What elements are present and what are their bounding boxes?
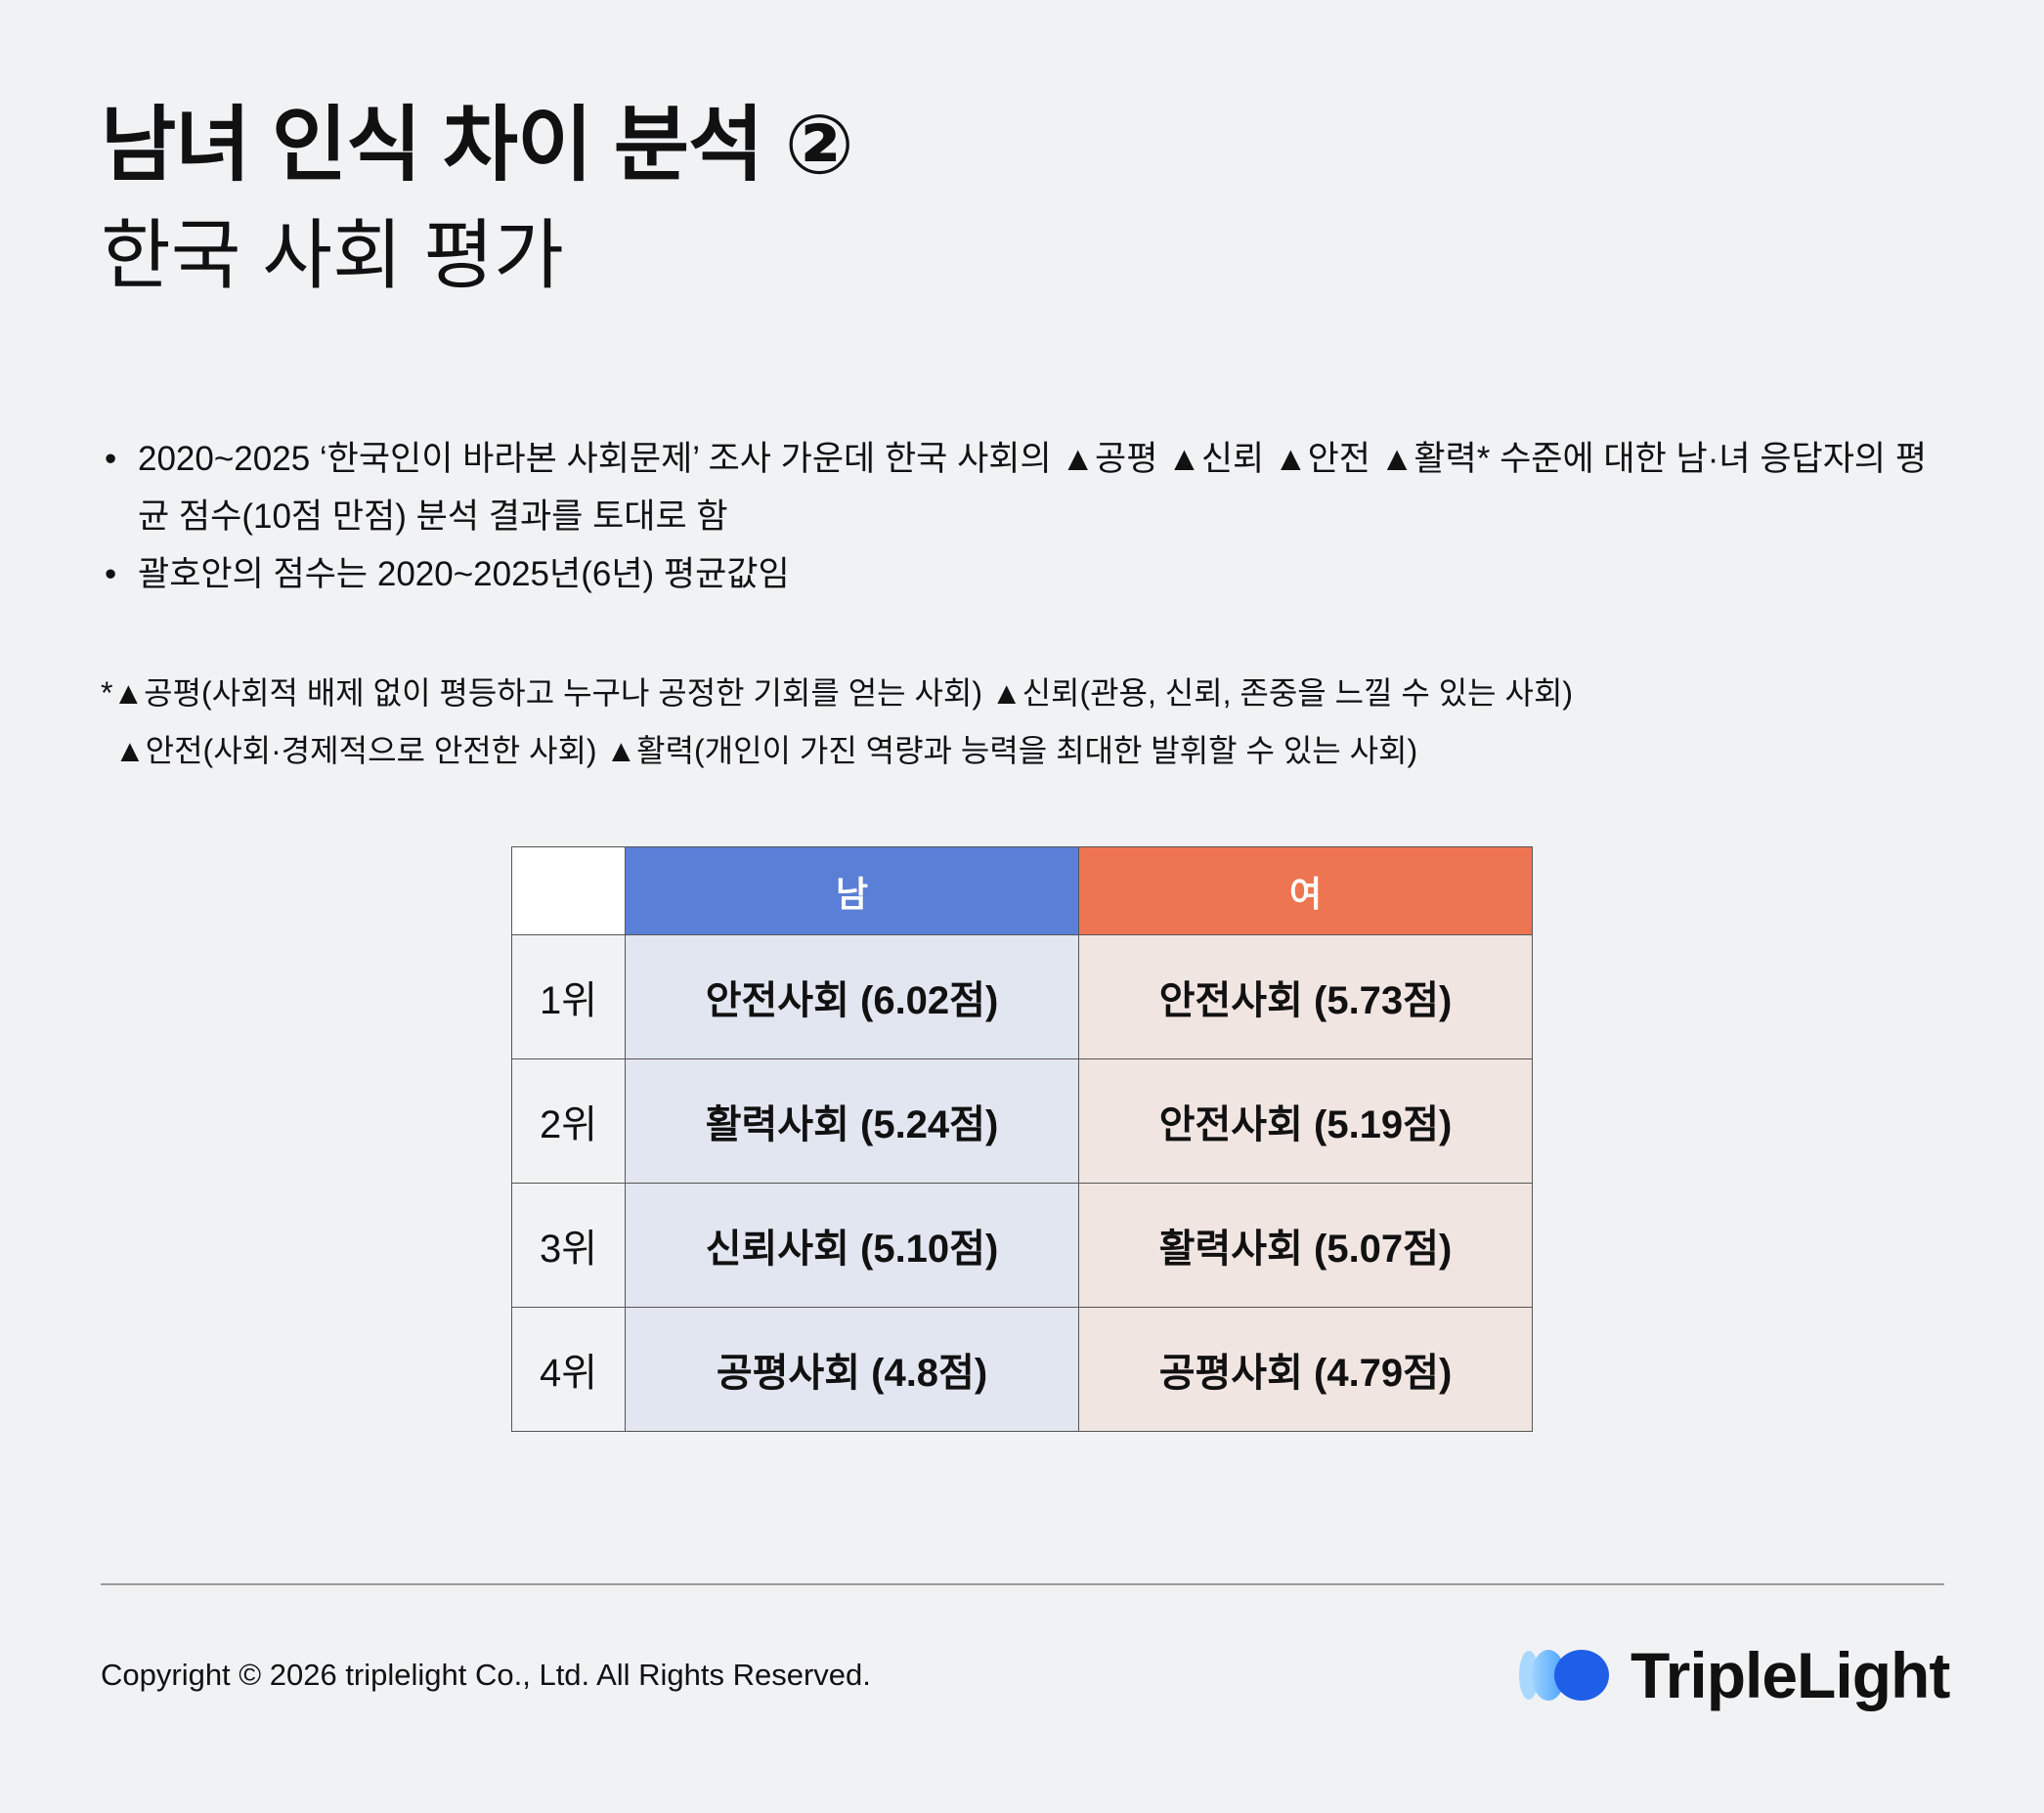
rank-cell: 3위	[511, 1183, 626, 1308]
footnote: *▲공평(사회적 배제 없이 평등하고 누구나 공정한 기회를 얻는 사회) ▲…	[101, 665, 1958, 780]
copyright-text: Copyright © 2026 triplelight Co., Ltd. A…	[101, 1658, 871, 1692]
male-cell: 신뢰사회 (5.10점)	[625, 1183, 1079, 1308]
brand-logo: TripleLight	[1515, 1638, 1950, 1712]
bullet-list: • 2020~2025 ‘한국인이 바라본 사회문제’ 조사 가운데 한국 사회…	[101, 430, 1958, 603]
rank-cell: 4위	[511, 1307, 626, 1432]
female-header: 여	[1078, 846, 1533, 935]
female-cell: 공평사회 (4.79점)	[1078, 1307, 1533, 1432]
bullet-dot: •	[105, 440, 117, 478]
triplelight-logo-icon	[1519, 1650, 1609, 1701]
female-cell: 안전사회 (5.19점)	[1078, 1058, 1533, 1184]
ranking-table: 남 여 1위 안전사회 (6.02점) 안전사회 (5.73점) 2위 활력사회…	[511, 846, 1533, 1432]
male-cell: 안전사회 (6.02점)	[625, 934, 1079, 1059]
table-row: 3위 신뢰사회 (5.10점) 활력사회 (5.07점)	[511, 1183, 1533, 1308]
table-row: 1위 안전사회 (6.02점) 안전사회 (5.73점)	[511, 934, 1533, 1059]
bullet-item: • 괄호안의 점수는 2020~2025년(6년) 평균값임	[101, 545, 1958, 603]
page-subtitle: 한국 사회 평가	[101, 212, 564, 298]
table-row: 2위 활력사회 (5.24점) 안전사회 (5.19점)	[511, 1058, 1533, 1184]
bullet-text: 2020~2025 ‘한국인이 바라본 사회문제’ 조사 가운데 한국 사회의 …	[138, 440, 1928, 536]
footer-divider	[101, 1583, 1944, 1585]
male-cell: 활력사회 (5.24점)	[625, 1058, 1079, 1184]
table-header-row: 남 여	[511, 846, 1533, 935]
rank-cell: 1위	[511, 934, 626, 1059]
table-row: 4위 공평사회 (4.8점) 공평사회 (4.79점)	[511, 1307, 1533, 1432]
corner-header	[511, 846, 626, 935]
page-title: 남녀 인식 차이 분석 ②	[101, 99, 854, 191]
bullet-text: 괄호안의 점수는 2020~2025년(6년) 평균값임	[138, 555, 790, 593]
footnote-line: ▲안전(사회·경제적으로 안전한 사회) ▲활력(개인이 가진 역량과 능력을 …	[114, 733, 1418, 768]
logo-wordmark: TripleLight	[1631, 1639, 1950, 1711]
bullet-item: • 2020~2025 ‘한국인이 바라본 사회문제’ 조사 가운데 한국 사회…	[101, 430, 1958, 545]
male-header: 남	[625, 846, 1079, 935]
male-cell: 공평사회 (4.8점)	[625, 1307, 1079, 1432]
footnote-line: *▲공평(사회적 배제 없이 평등하고 누구나 공정한 기회를 얻는 사회) ▲…	[101, 675, 1574, 711]
female-cell: 활력사회 (5.07점)	[1078, 1183, 1533, 1308]
bullet-dot: •	[105, 555, 117, 593]
female-cell: 안전사회 (5.73점)	[1078, 934, 1533, 1059]
rank-cell: 2위	[511, 1058, 626, 1184]
